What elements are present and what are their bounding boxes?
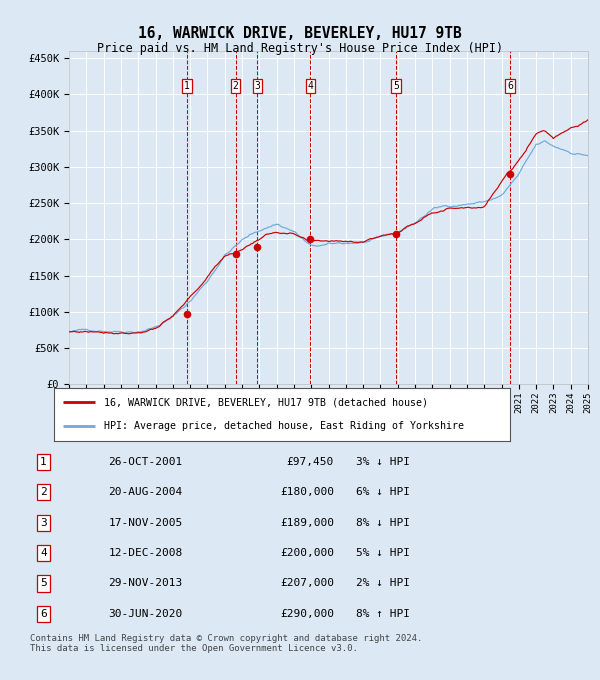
Text: £180,000: £180,000 [280, 488, 334, 497]
Text: 1: 1 [40, 457, 47, 467]
Text: 5% ↓ HPI: 5% ↓ HPI [356, 548, 410, 558]
Text: 4: 4 [307, 81, 313, 91]
Text: 2% ↓ HPI: 2% ↓ HPI [356, 579, 410, 588]
Text: £97,450: £97,450 [287, 457, 334, 467]
Text: £207,000: £207,000 [280, 579, 334, 588]
Text: £189,000: £189,000 [280, 517, 334, 528]
Text: 30-JUN-2020: 30-JUN-2020 [108, 609, 182, 619]
Text: 2: 2 [233, 81, 239, 91]
Text: 16, WARWICK DRIVE, BEVERLEY, HU17 9TB: 16, WARWICK DRIVE, BEVERLEY, HU17 9TB [138, 26, 462, 41]
Text: 3: 3 [254, 81, 260, 91]
Text: Price paid vs. HM Land Registry's House Price Index (HPI): Price paid vs. HM Land Registry's House … [97, 42, 503, 55]
Text: 16, WARWICK DRIVE, BEVERLEY, HU17 9TB (detached house): 16, WARWICK DRIVE, BEVERLEY, HU17 9TB (d… [104, 397, 428, 407]
Text: 2: 2 [40, 488, 47, 497]
Text: Contains HM Land Registry data © Crown copyright and database right 2024.
This d: Contains HM Land Registry data © Crown c… [30, 634, 422, 653]
Text: 8% ↑ HPI: 8% ↑ HPI [356, 609, 410, 619]
Text: 4: 4 [40, 548, 47, 558]
Text: £290,000: £290,000 [280, 609, 334, 619]
Text: 20-AUG-2004: 20-AUG-2004 [108, 488, 182, 497]
Text: 5: 5 [40, 579, 47, 588]
Text: 29-NOV-2013: 29-NOV-2013 [108, 579, 182, 588]
Text: 5: 5 [393, 81, 399, 91]
Text: £200,000: £200,000 [280, 548, 334, 558]
Text: 12-DEC-2008: 12-DEC-2008 [108, 548, 182, 558]
Text: 6: 6 [507, 81, 513, 91]
Text: HPI: Average price, detached house, East Riding of Yorkshire: HPI: Average price, detached house, East… [104, 421, 464, 431]
Text: 6% ↓ HPI: 6% ↓ HPI [356, 488, 410, 497]
Text: 26-OCT-2001: 26-OCT-2001 [108, 457, 182, 467]
Text: 6: 6 [40, 609, 47, 619]
Text: 3: 3 [40, 517, 47, 528]
Text: 1: 1 [184, 81, 190, 91]
Text: 3% ↓ HPI: 3% ↓ HPI [356, 457, 410, 467]
Text: 17-NOV-2005: 17-NOV-2005 [108, 517, 182, 528]
Text: 8% ↓ HPI: 8% ↓ HPI [356, 517, 410, 528]
